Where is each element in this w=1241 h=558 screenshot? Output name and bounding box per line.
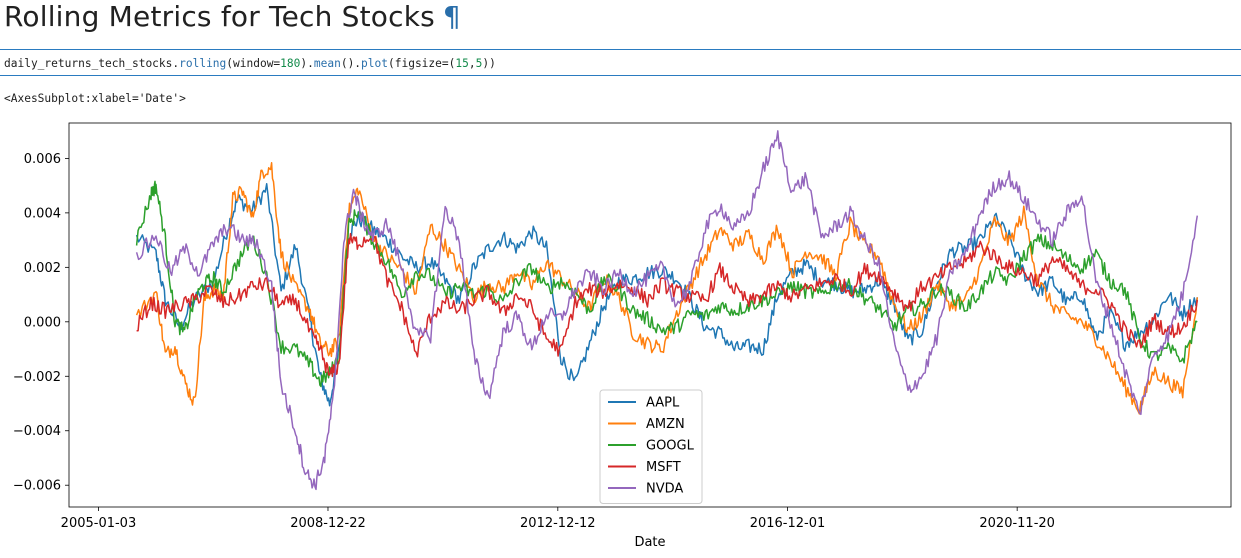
series-group — [135, 130, 1199, 491]
code-token: ). — [300, 57, 314, 70]
y-tick-label: 0.000 — [24, 315, 61, 330]
cell-output-text: <AxesSubplot:xlabel='Date'> — [4, 92, 186, 105]
y-tick-label: −0.002 — [13, 370, 61, 385]
plot-frame — [68, 122, 1232, 508]
y-tick-label: −0.004 — [13, 424, 61, 439]
code-token: (). — [340, 57, 362, 70]
x-tick-label: 2008-12-22 — [290, 516, 366, 531]
x-tick-label: 2012-12-12 — [520, 516, 596, 531]
code-token: daily_returns_tech_stocks. — [4, 57, 180, 70]
code-token: 180 — [280, 57, 301, 70]
series-line-amzn — [135, 162, 1199, 415]
x-axis-label: Date — [634, 535, 665, 550]
x-tick-label: 2005-01-03 — [61, 516, 137, 531]
code-cell[interactable]: daily_returns_tech_stocks.rolling(window… — [0, 49, 1241, 76]
legend-label-nvda: NVDA — [646, 482, 683, 497]
code-token: rolling — [179, 57, 227, 70]
y-tick-label: 0.002 — [24, 261, 61, 276]
code-token: )) — [482, 57, 496, 70]
anchor-link[interactable]: ¶ — [442, 0, 461, 33]
legend-label-amzn: AMZN — [646, 417, 685, 432]
x-tick-label: 2016-12-01 — [750, 516, 826, 531]
code-token: (window= — [226, 57, 281, 70]
legend: AAPL AMZN GOOGL MSFT NVDA — [599, 389, 703, 504]
code-token: mean — [313, 57, 341, 70]
code-token: 5 — [475, 57, 483, 70]
y-tick-label: 0.004 — [24, 206, 61, 221]
y-tick-label: 0.006 — [24, 152, 61, 167]
legend-label-googl: GOOGL — [646, 439, 695, 454]
code-line: daily_returns_tech_stocks.rolling(window… — [4, 57, 496, 70]
series-line-msft — [136, 232, 1199, 378]
page-title: Rolling Metrics for Tech Stocks ¶ — [4, 0, 461, 33]
legend-label-aapl: AAPL — [646, 396, 680, 411]
series-line-googl — [135, 180, 1198, 388]
code-token: , — [468, 57, 476, 70]
series-line-nvda — [135, 130, 1199, 491]
code-token: plot — [361, 57, 388, 70]
code-token: (figsize=( — [388, 57, 456, 70]
code-token: 15 — [455, 57, 469, 70]
legend-label-msft: MSFT — [646, 460, 681, 475]
rolling-mean-chart: −0.006 −0.004 −0.002 0.000 0.002 0.004 0.006 20… — [13, 122, 1232, 550]
x-tick-label: 2020-11-20 — [979, 516, 1055, 531]
y-tick-label: −0.006 — [13, 479, 61, 494]
legend-box — [599, 389, 703, 504]
page-title-text: Rolling Metrics for Tech Stocks — [4, 0, 435, 33]
series-line-aapl — [135, 183, 1199, 407]
